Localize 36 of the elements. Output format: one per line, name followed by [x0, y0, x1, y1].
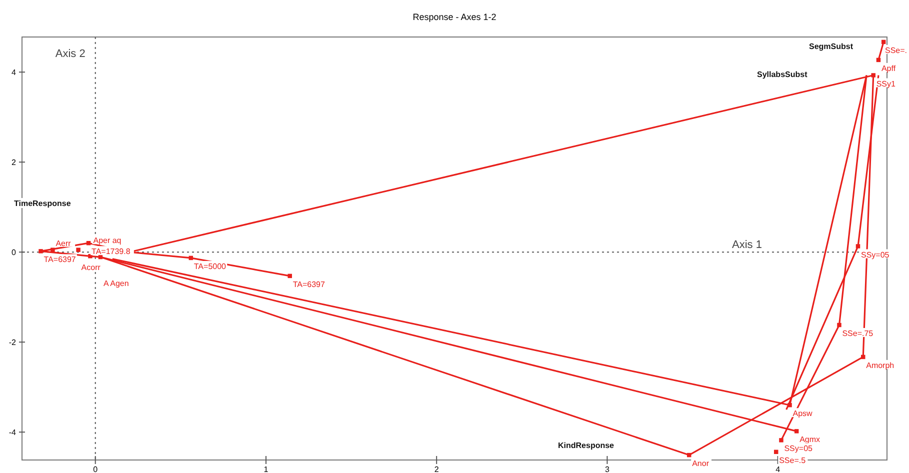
annotation: TA=6397: [44, 255, 76, 264]
x-tick-label: 4: [776, 465, 781, 473]
annotation: TA=5000: [194, 262, 227, 271]
x-tick-label: 3: [604, 465, 610, 473]
annotation: SyllabsSubst: [757, 70, 808, 79]
y-tick-label: 2: [12, 158, 17, 168]
y-tick-label: 0: [12, 248, 17, 258]
y-tick-label: -2: [8, 338, 17, 348]
x-tick-label: 1: [264, 465, 269, 473]
annotation: Aerr: [56, 238, 72, 248]
annotation: SegmSubst: [809, 42, 854, 51]
annotation: A Agen: [103, 279, 129, 288]
annotation: KindResponse: [558, 441, 615, 450]
annotation: SSe=.: [885, 46, 908, 55]
ref-line-label: Axis 2: [55, 48, 86, 60]
y-tick-label: 4: [12, 68, 17, 78]
annotation: Anor: [692, 459, 710, 468]
annotation: Apsw: [792, 409, 813, 418]
annotation: Amorph: [866, 360, 894, 370]
annotation: Apff: [881, 64, 896, 73]
annotation: SSy=05: [784, 444, 814, 454]
annotation: SSe=.5: [779, 456, 806, 465]
annotation: TA=6397: [292, 280, 326, 289]
x-tick-label: 0: [93, 465, 98, 473]
annotation: Acorr: [81, 262, 101, 272]
annotation: Agmx: [800, 435, 820, 444]
annotation: SSy=05: [860, 250, 890, 260]
y-tick-label: -4: [8, 428, 17, 438]
x-tick-label: 2: [434, 465, 440, 473]
annotation: SSe=.75: [842, 329, 874, 338]
chart-title: Response - Axes 1-2: [412, 12, 496, 22]
annotation: SSy1: [876, 79, 896, 88]
ref-line-label: Axis 1: [732, 239, 762, 252]
annotation: Aper aq: [93, 236, 122, 246]
annotation: TA=1739.8: [92, 247, 131, 256]
annotation: TimeResponse: [14, 199, 72, 208]
